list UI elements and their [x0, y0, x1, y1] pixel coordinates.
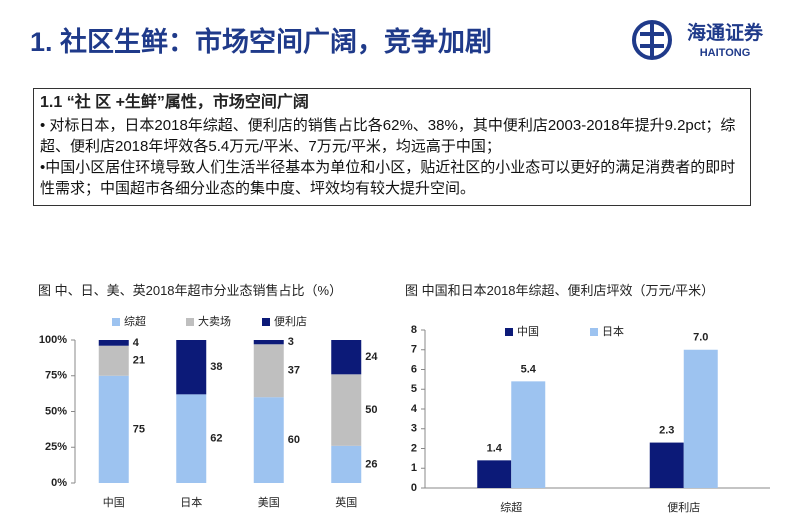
bar [511, 381, 546, 488]
box-point: • 对标日本，日本2018年综超、便利店的销售占比各62%、38%，其中便利店2… [40, 117, 736, 155]
bar-segment [331, 340, 362, 375]
logo-text: HAITONG [700, 47, 751, 59]
data-label: 75 [133, 423, 145, 435]
chart-title: 图 中、日、美、英2018年超市分业态销售占比（%） [38, 283, 343, 298]
legend-swatch [505, 328, 513, 336]
y-tick-label: 0% [51, 477, 67, 489]
y-tick-label: 50% [45, 405, 67, 417]
bar-segment [98, 340, 129, 346]
logo-icon [640, 24, 664, 56]
bar-segment [253, 340, 284, 345]
box-point: •中国小区居住环境导致人们生活半径基本为单位和小区，贴近社区的小业态可以更好的满… [40, 159, 736, 197]
legend-label: 中国 [517, 325, 539, 338]
legend-swatch [590, 328, 598, 336]
y-tick-label: 3 [411, 423, 417, 435]
legend-label: 便利店 [274, 314, 307, 328]
legend-swatch [262, 318, 270, 326]
y-tick-label: 75% [45, 370, 67, 382]
data-label: 3 [288, 336, 294, 348]
data-label: 1.4 [487, 442, 503, 454]
y-tick-label: 25% [45, 441, 67, 453]
y-tick-label: 4 [411, 403, 418, 415]
slide-title: 1. 社区生鲜：市场空间广阔，竞争加剧 [30, 27, 493, 57]
bar-segment [176, 340, 207, 395]
data-label: 62 [210, 433, 222, 445]
bar-segment [331, 445, 362, 483]
data-label: 26 [365, 458, 377, 470]
data-label: 4 [133, 337, 140, 349]
bar [477, 460, 512, 488]
bar-segment [98, 345, 129, 376]
logo-icon [632, 20, 672, 60]
y-tick-label: 2 [411, 442, 417, 454]
bar-segment [253, 397, 284, 483]
bar-segment [331, 374, 362, 446]
y-tick-label: 6 [411, 363, 417, 375]
x-tick-label: 中国 [103, 496, 125, 509]
y-tick-label: 8 [411, 324, 417, 336]
legend-swatch [112, 318, 120, 326]
legend-label: 大卖场 [198, 314, 231, 328]
x-tick-label: 美国 [258, 496, 280, 509]
y-tick-label: 7 [411, 344, 417, 356]
legend-label: 日本 [602, 324, 624, 338]
bar [649, 442, 684, 488]
data-label: 50 [365, 404, 377, 416]
logo-text: 海通证券 [687, 21, 764, 44]
bar-segment [176, 394, 207, 483]
y-tick-label: 100% [39, 334, 67, 346]
y-tick-label: 1 [411, 462, 417, 474]
x-tick-label: 便利店 [667, 500, 700, 514]
box-heading: 1.1 “社 区 +生鲜”属性，市场空间广阔 [40, 94, 309, 111]
x-tick-label: 日本 [180, 495, 202, 509]
legend-label: 综超 [124, 314, 146, 328]
data-label: 38 [210, 361, 222, 373]
legend-swatch [186, 318, 194, 326]
x-tick-label: 英国 [335, 495, 357, 509]
data-label: 7.0 [693, 332, 708, 344]
bar [683, 349, 718, 488]
chart-title: 图 中国和日本2018年综超、便利店坪效（万元/平米） [405, 283, 715, 298]
data-label: 2.3 [659, 424, 674, 436]
data-label: 21 [133, 355, 145, 367]
bar-segment [253, 344, 284, 398]
bar-segment [98, 375, 129, 483]
y-tick-label: 5 [411, 383, 417, 395]
summary-box: 1.1 “社 区 +生鲜”属性，市场空间广阔 • 对标日本，日本2018年综超、… [33, 88, 751, 206]
logo: 海通证券 HAITONG [632, 20, 764, 60]
data-label: 5.4 [521, 363, 537, 375]
data-label: 60 [288, 434, 300, 446]
data-label: 24 [365, 351, 378, 363]
data-label: 37 [288, 365, 300, 377]
y-tick-label: 0 [411, 482, 417, 494]
x-tick-label: 综超 [500, 500, 522, 514]
